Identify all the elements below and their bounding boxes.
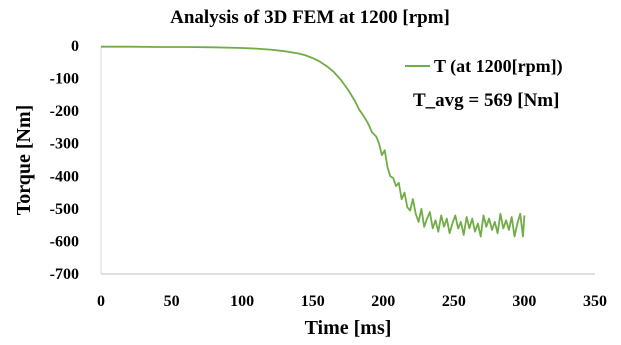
chart-title: Analysis of 3D FEM at 1200 [rpm] bbox=[170, 7, 450, 28]
y-tick-label: -500 bbox=[50, 201, 79, 218]
legend-label: T (at 1200[rpm]) bbox=[434, 56, 563, 77]
legend: T (at 1200[rpm]) bbox=[405, 56, 563, 77]
x-tick-label: 300 bbox=[512, 293, 536, 310]
x-tick-labels: 0 50 100 150 200 250 300 350 bbox=[97, 293, 607, 310]
x-tick-label: 0 bbox=[97, 293, 105, 310]
y-tick-label: -400 bbox=[50, 168, 79, 185]
y-tick-label: -700 bbox=[50, 266, 79, 283]
x-tick-label: 50 bbox=[164, 293, 180, 310]
x-tick-label: 100 bbox=[230, 293, 254, 310]
x-tick-label: 250 bbox=[442, 293, 466, 310]
x-axis-title: Time [ms] bbox=[305, 317, 392, 339]
y-tick-label: -200 bbox=[50, 103, 79, 120]
y-tick-labels: 0 -100 -200 -300 -400 -500 -600 -700 bbox=[50, 38, 79, 283]
y-axis-title: Torque [Nm] bbox=[13, 105, 35, 216]
y-tick-label: 0 bbox=[71, 38, 79, 55]
y-tick-label: -100 bbox=[50, 71, 79, 88]
series-line-torque bbox=[101, 45, 526, 238]
plot-area: 0 50 100 150 200 250 300 350 0 -100 -200 -300 -400 -… bbox=[50, 38, 607, 310]
x-tick-label: 150 bbox=[301, 293, 325, 310]
x-tick-label: 200 bbox=[371, 293, 395, 310]
y-tick-label: -300 bbox=[50, 136, 79, 153]
y-tick-label: -600 bbox=[50, 233, 79, 250]
average-torque-annotation: T_avg = 569 [Nm] bbox=[413, 90, 559, 111]
x-tick-label: 350 bbox=[583, 293, 607, 310]
